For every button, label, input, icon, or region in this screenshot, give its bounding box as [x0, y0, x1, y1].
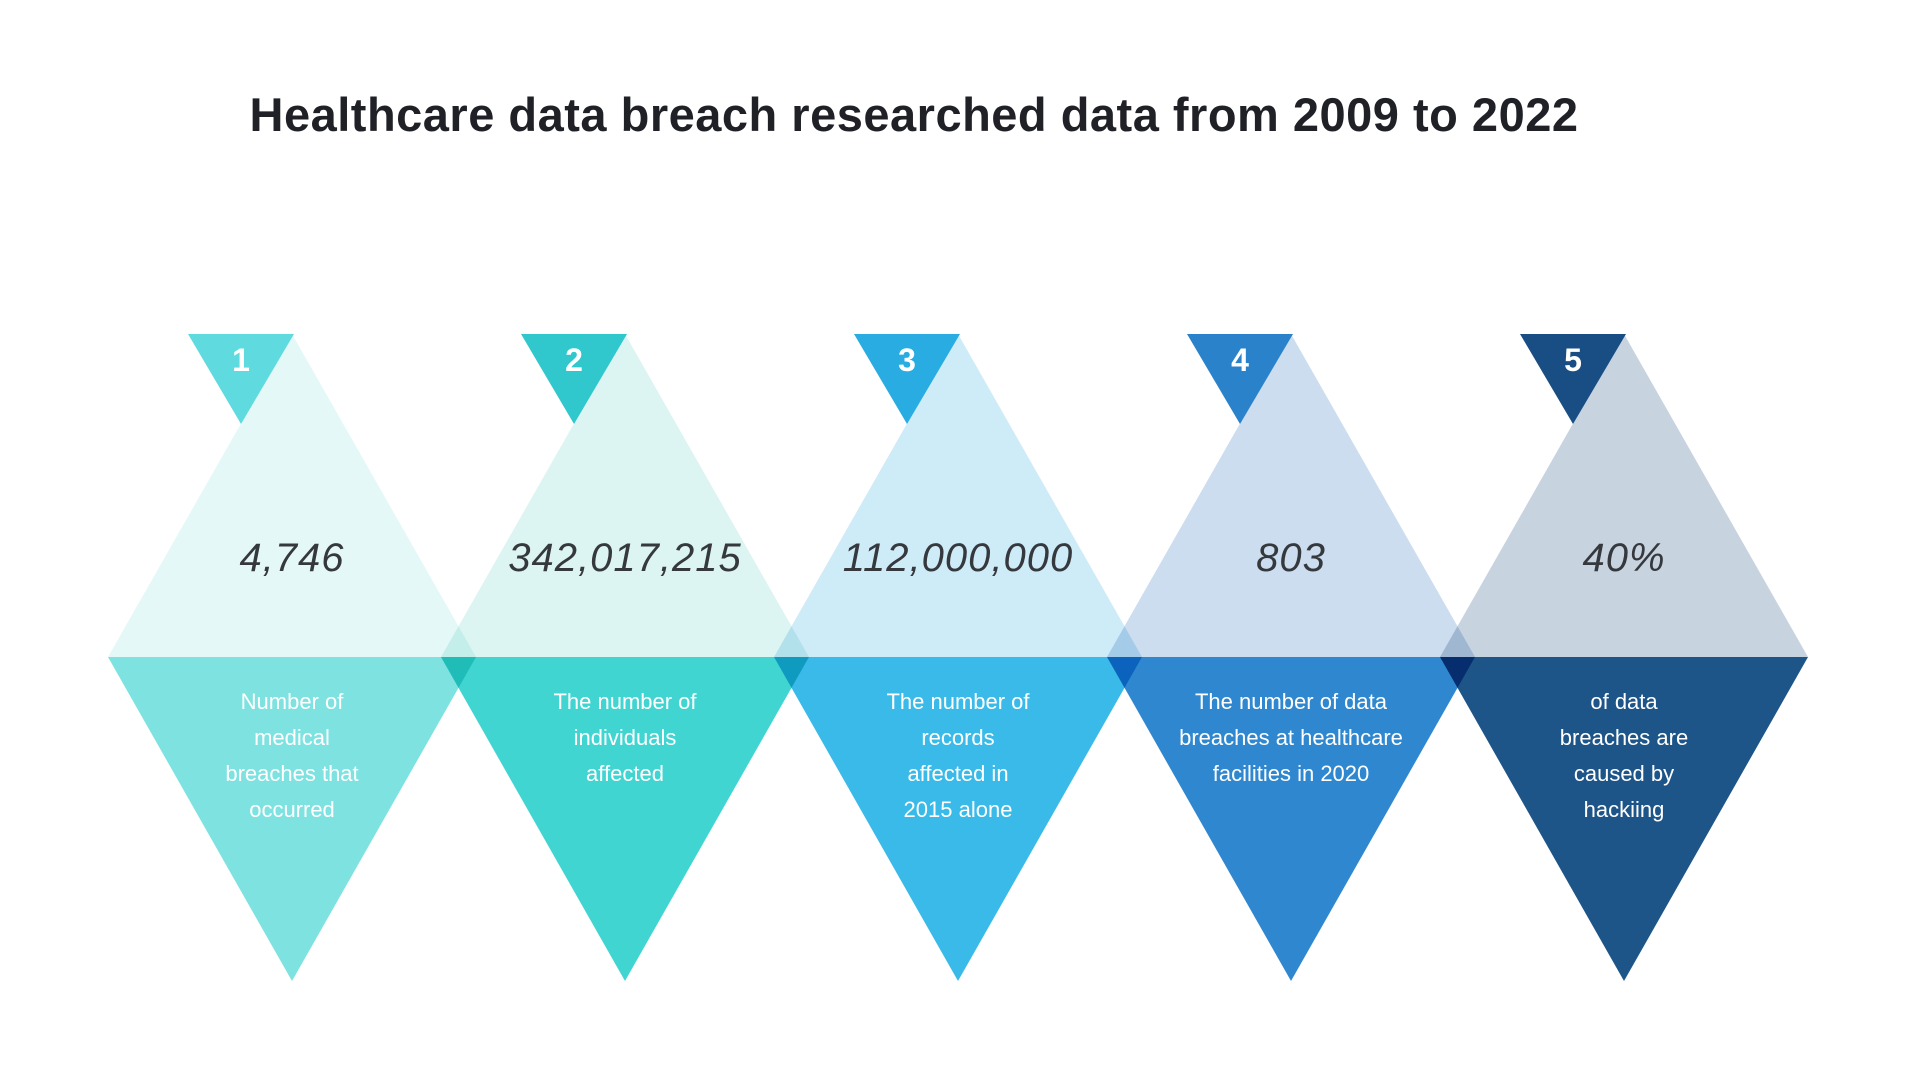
step-number: 3	[898, 342, 916, 378]
step-number: 5	[1564, 342, 1582, 378]
value-triangle	[108, 334, 476, 657]
item-description: of data breaches are caused by hackiing	[1559, 689, 1689, 822]
step-number: 1	[232, 342, 250, 378]
page-title: Healthcare data breach researched data f…	[249, 88, 1579, 142]
value-triangle	[1440, 334, 1808, 657]
item-value: 112,000,000	[842, 536, 1074, 580]
diamond-item-1: Number of medical breaches that occurred…	[108, 0, 476, 1080]
value-triangle	[1107, 334, 1475, 657]
item-value: 342,017,215	[508, 536, 742, 580]
item-value: 40%	[1582, 536, 1666, 580]
description-triangle: of data breaches are caused by hackiing	[1440, 657, 1808, 981]
item-description: Number of medical breaches that occurred	[225, 689, 359, 822]
item-description: The number of records affected in 2015 a…	[886, 689, 1030, 822]
step-number: 2	[565, 342, 583, 378]
value-triangle	[774, 334, 1142, 657]
diamond-item-3: The number of records affected in 2015 a…	[774, 0, 1142, 1080]
step-number: 4	[1231, 342, 1249, 378]
description-triangle: The number of records affected in 2015 a…	[774, 657, 1142, 981]
diamond-item-5: of data breaches are caused by hackiing …	[1440, 0, 1808, 1080]
item-description: The number of individuals affected	[553, 689, 697, 786]
description-triangle: Number of medical breaches that occurred	[108, 657, 476, 981]
description-triangle: The number of individuals affected	[441, 657, 809, 981]
diamond-item-2: The number of individuals affected 2 342…	[441, 0, 809, 1080]
item-value: 4,746	[239, 536, 345, 580]
item-description: The number of data breaches at healthcar…	[1179, 689, 1403, 786]
description-triangle: The number of data breaches at healthcar…	[1107, 657, 1475, 981]
value-triangle	[441, 334, 809, 657]
diamond-item-4: The number of data breaches at healthcar…	[1107, 0, 1475, 1080]
item-value: 803	[1256, 536, 1326, 580]
